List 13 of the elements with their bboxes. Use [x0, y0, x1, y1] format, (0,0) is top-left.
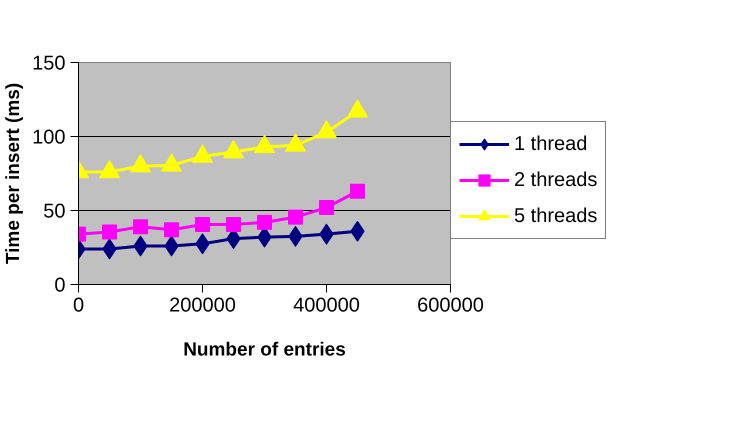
x-tick-label: 400000	[293, 294, 360, 316]
y-tick-label: 0	[54, 274, 66, 296]
legend-label: 1 thread	[514, 132, 588, 156]
y-axis-title: Time per insert (ms)	[3, 82, 24, 264]
x-tick-label: 0	[72, 294, 84, 316]
x-tick-label: 200000	[169, 294, 236, 316]
x-tick-label: 600000	[417, 294, 484, 316]
y-tick-label: 100	[32, 126, 66, 148]
legend-label: 2 threads	[514, 168, 598, 192]
legend-label: 5 threads	[514, 204, 598, 228]
y-tick-label: 50	[43, 200, 66, 222]
x-axis-title: Number of entries	[183, 340, 346, 360]
y-tick-label: 150	[32, 52, 66, 74]
